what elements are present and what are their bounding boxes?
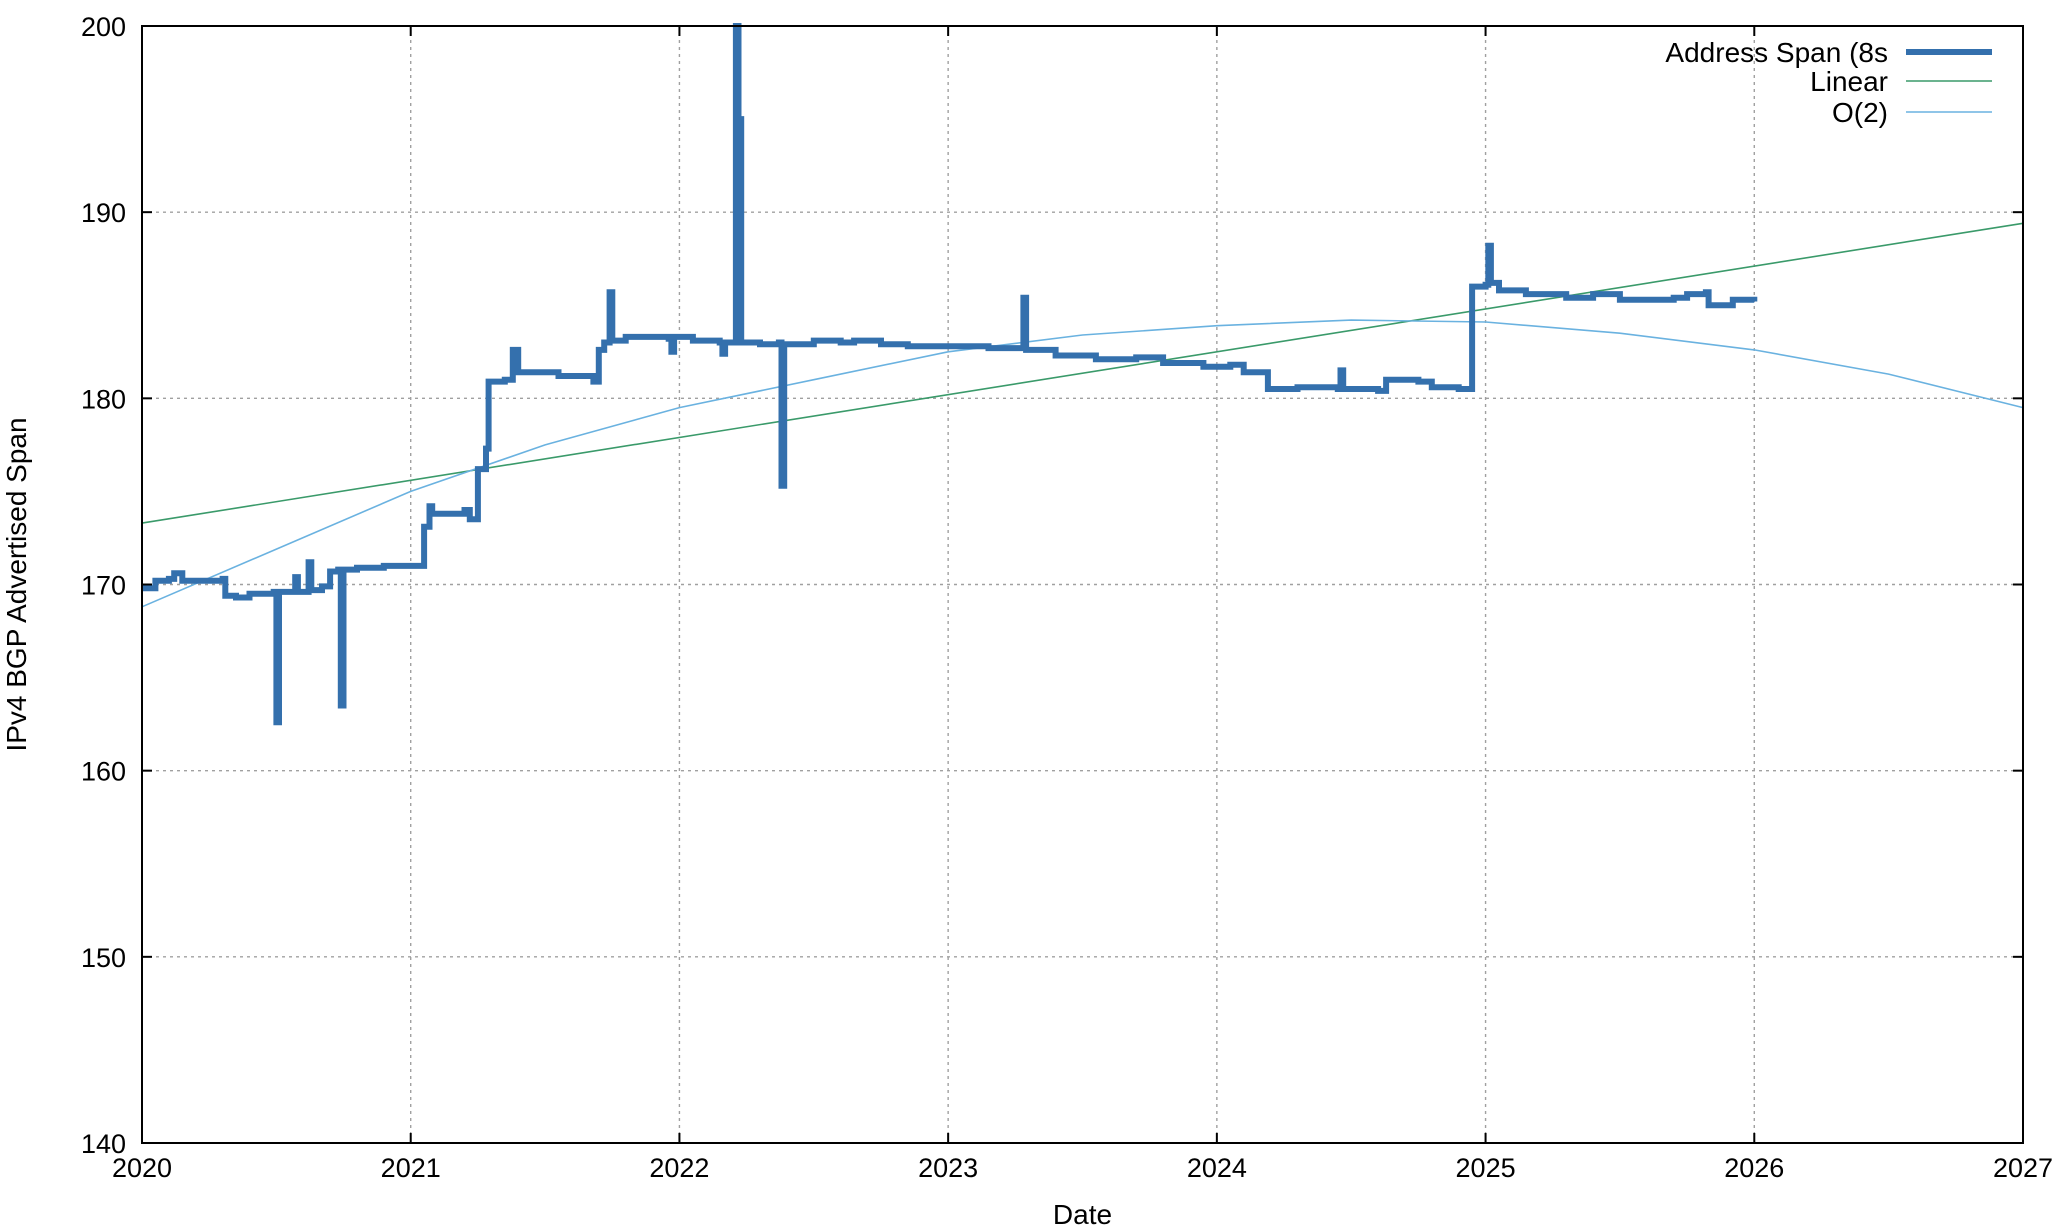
x-tick-label: 2026 xyxy=(1724,1153,1784,1183)
y-tick-label: 140 xyxy=(81,1129,126,1159)
series-line-address-span xyxy=(142,23,1758,726)
x-tick-label: 2021 xyxy=(381,1153,441,1183)
y-tick-label: 190 xyxy=(81,198,126,228)
y-tick-label: 200 xyxy=(81,12,126,42)
x-tick-label: 2027 xyxy=(1993,1153,2053,1183)
x-tick-label: 2022 xyxy=(649,1153,709,1183)
x-tick-label: 2020 xyxy=(112,1153,172,1183)
series-layer xyxy=(141,23,2024,726)
y-tick-label: 170 xyxy=(81,571,126,601)
y-tick-label: 150 xyxy=(81,943,126,973)
x-tick-label: 2025 xyxy=(1456,1153,1516,1183)
series-line-o2 xyxy=(141,319,2024,608)
series-line-linear xyxy=(141,222,2024,524)
x-tick-label: 2023 xyxy=(918,1153,978,1183)
legend-label: O(2) xyxy=(1832,97,1888,128)
y-axis-title: IPv4 BGP Advertised Span xyxy=(1,417,32,751)
legend-label: Linear xyxy=(1810,66,1888,97)
ticks xyxy=(141,25,2024,1144)
y-tick-label: 180 xyxy=(81,384,126,414)
x-axis-title: Date xyxy=(1053,1199,1112,1230)
y-tick-label: 160 xyxy=(81,757,126,787)
x-tick-label: 2024 xyxy=(1187,1153,1247,1183)
grid xyxy=(142,26,2023,1143)
legend-label: Address Span (8s xyxy=(1665,37,1888,68)
tick-labels: 2020 2021 2022 2023 2024 2025 2026 2027 140 150 16… xyxy=(81,12,2053,1183)
